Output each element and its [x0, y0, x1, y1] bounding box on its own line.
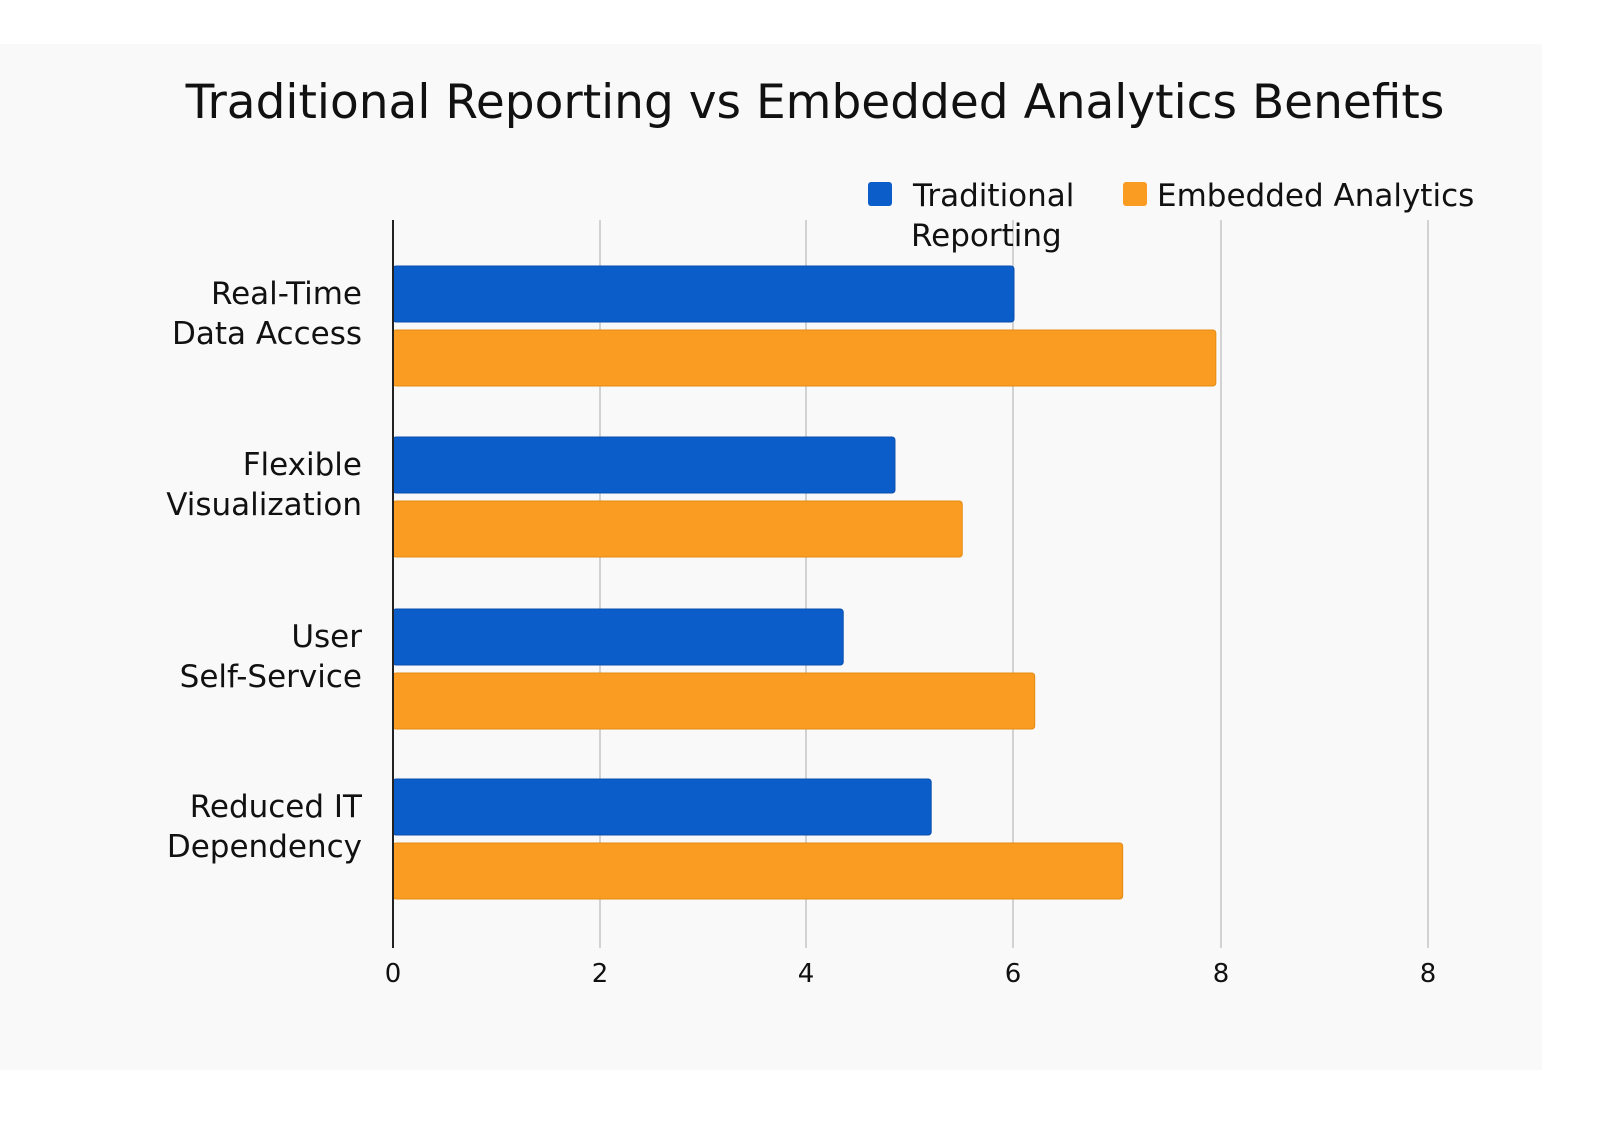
x-tick-label: 4 — [798, 959, 815, 989]
x-tick-label: 2 — [592, 959, 609, 989]
legend-item-1: Traditional Reporting — [868, 178, 1074, 254]
x-tick-label: 6 — [1005, 959, 1022, 989]
legend: Traditional Reporting Embedded Analytics — [868, 178, 1474, 254]
x-tick-label: 0 — [385, 959, 402, 989]
x-tick-label: 8 — [1420, 959, 1437, 989]
bars — [392, 265, 1217, 900]
category-label: User Self-Service — [180, 619, 363, 695]
legend-swatch — [868, 182, 892, 206]
chart-title: Traditional Reporting vs Embedded Analyt… — [185, 75, 1445, 130]
bar-series1-cat2 — [392, 436, 896, 494]
x-axis-tick-labels: 0 2 4 6 8 8 — [385, 959, 1437, 989]
bar-series1-cat3 — [392, 608, 844, 666]
legend-item-2: Embedded Analytics — [1123, 178, 1474, 214]
bar-series1-cat1 — [392, 265, 1015, 323]
x-tick-label: 8 — [1213, 959, 1230, 989]
bar-series2-cat1 — [392, 329, 1217, 387]
bar-series2-cat4 — [392, 842, 1124, 900]
category-labels: Real-Time Data Access Flexible Visualizatio… — [166, 276, 363, 865]
bar-series1-cat4 — [392, 778, 932, 836]
grid-lines — [599, 220, 1429, 948]
category-label: Real-Time Data Access — [172, 276, 362, 352]
bar-series2-cat2 — [392, 500, 963, 558]
legend-label: Traditional Reporting — [911, 178, 1074, 254]
category-label: Reduced IT Dependency — [167, 789, 363, 865]
legend-swatch — [1123, 182, 1147, 206]
legend-label: Embedded Analytics — [1157, 178, 1474, 214]
bar-series2-cat3 — [392, 672, 1036, 730]
category-label: Flexible Visualization — [166, 447, 362, 523]
